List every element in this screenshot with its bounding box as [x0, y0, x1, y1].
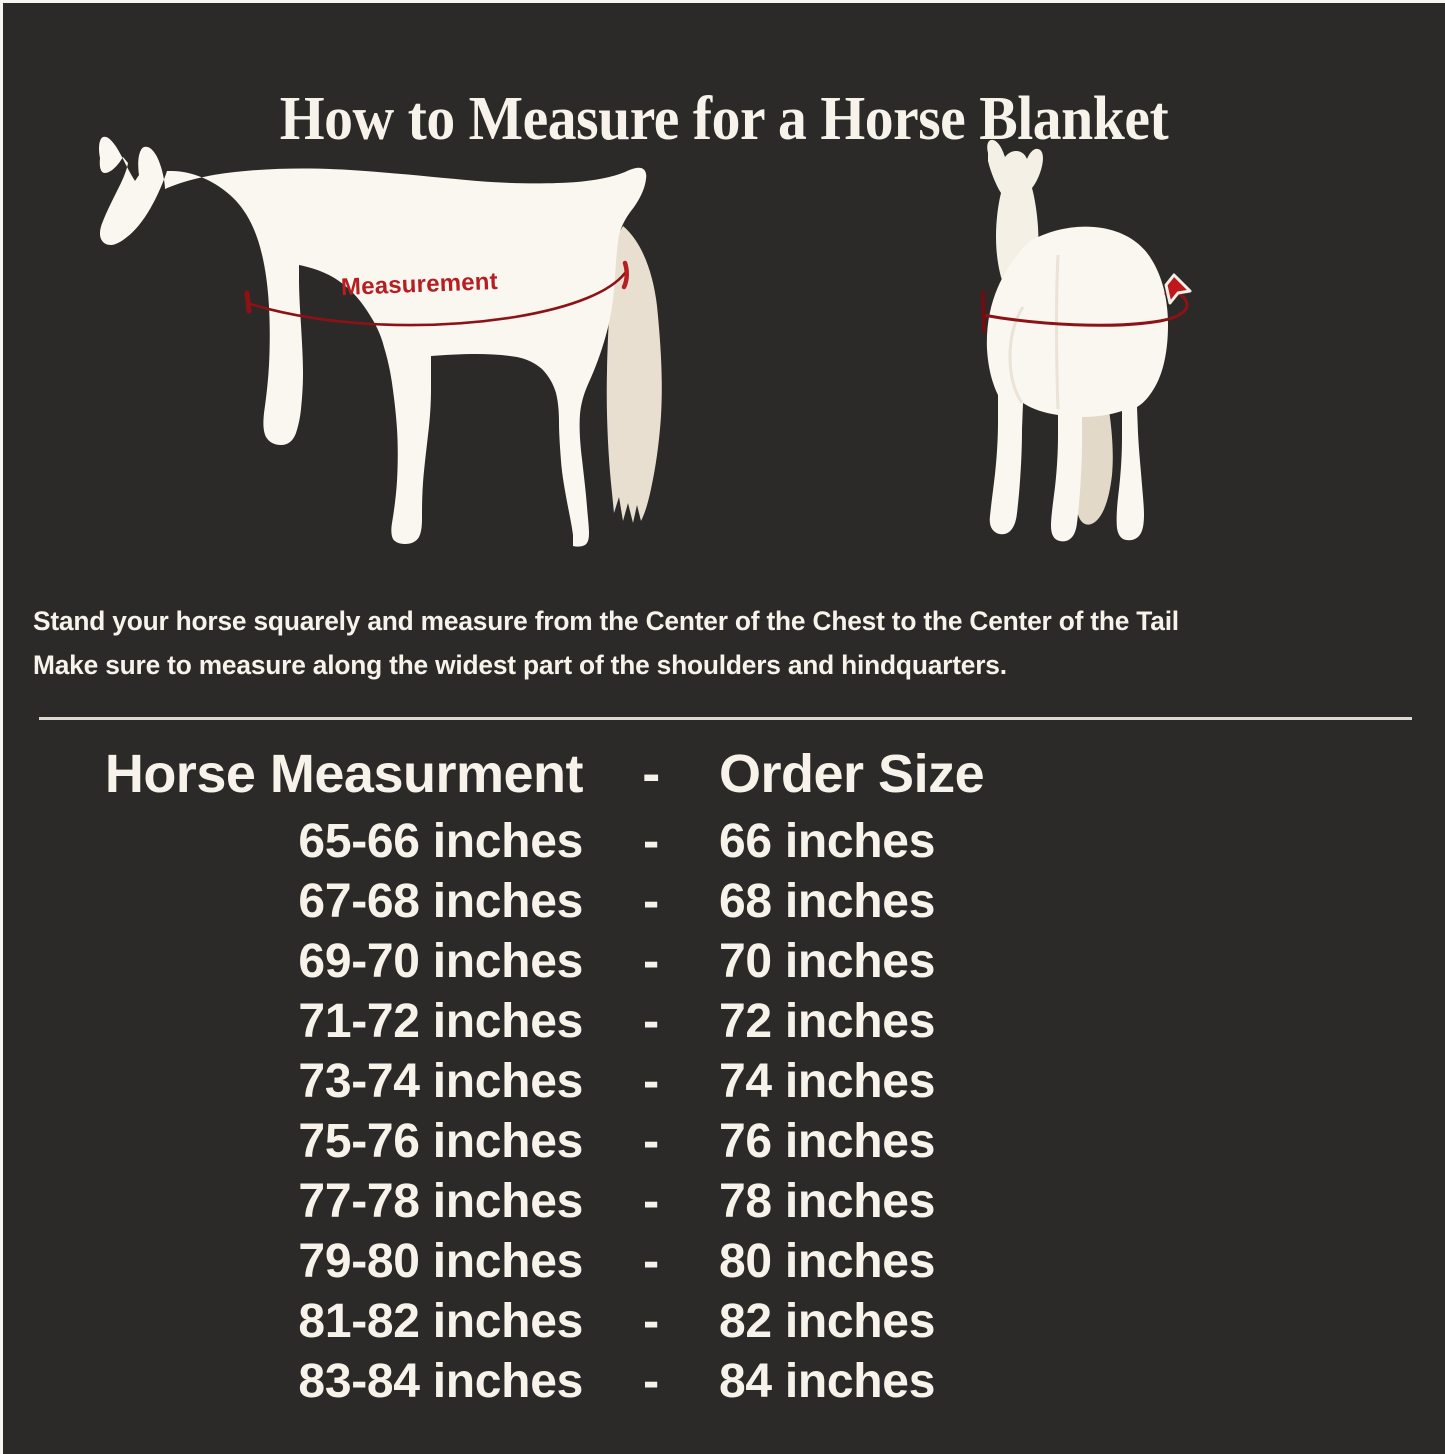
cell-horse-measurement: 79-80 inches — [298, 1235, 583, 1288]
cell-separator: - — [643, 815, 659, 868]
cell-order-size: 78 inches — [719, 1175, 936, 1228]
cell-horse-measurement: 65-66 inches — [298, 815, 583, 868]
measurement-line — [245, 271, 627, 327]
table-row: 65-66 inches - 66 inches — [3, 812, 1445, 872]
cell-separator: - — [643, 995, 659, 1048]
header-separator: - — [642, 744, 660, 804]
horse-side-view — [65, 131, 755, 581]
cell-horse-measurement: 75-76 inches — [298, 1115, 583, 1168]
measurement-line-rear — [981, 291, 1189, 327]
cell-order-size: 66 inches — [719, 815, 936, 868]
header-order-size: Order Size — [719, 744, 985, 804]
cell-order-size: 76 inches — [719, 1115, 936, 1168]
cell-separator: - — [643, 1235, 659, 1288]
cell-order-size: 80 inches — [719, 1235, 936, 1288]
cell-order-size: 84 inches — [719, 1355, 936, 1408]
measurement-arrowhead — [1164, 273, 1192, 305]
horse-rear-view — [938, 135, 1228, 580]
cell-horse-measurement: 83-84 inches — [298, 1355, 583, 1408]
measurement-end-tick — [621, 260, 629, 290]
table-row: 73-74 inches - 74 inches — [3, 1052, 1445, 1112]
measurement-start-tick-rear — [981, 291, 986, 333]
cell-separator: - — [643, 875, 659, 928]
section-divider — [39, 717, 1412, 720]
illustration-area: Measurement — [3, 131, 1445, 586]
size-chart-table: Horse Measurment - Order Size 65-66 inch… — [3, 736, 1445, 1412]
cell-separator: - — [643, 1175, 659, 1228]
measurement-label: Measurement — [340, 267, 499, 301]
cell-separator: - — [643, 935, 659, 988]
table-rows-container: 65-66 inches - 66 inches 67-68 inches - 68 in… — [3, 812, 1445, 1412]
cell-horse-measurement: 67-68 inches — [298, 875, 583, 928]
table-row: 67-68 inches - 68 inches — [3, 872, 1445, 932]
table-row: 81-82 inches - 82 inches — [3, 1292, 1445, 1352]
cell-horse-measurement: 73-74 inches — [298, 1055, 583, 1108]
cell-separator: - — [643, 1055, 659, 1108]
cell-order-size: 82 inches — [719, 1295, 936, 1348]
table-row: 83-84 inches - 84 inches — [3, 1352, 1445, 1412]
instructions-line-2: Make sure to measure along the widest pa… — [33, 650, 1007, 680]
table-header-row: Horse Measurment - Order Size — [3, 736, 1445, 812]
page-title: How to Measure for a Horse Blanket — [279, 84, 1169, 153]
cell-order-size: 72 inches — [719, 995, 936, 1048]
cell-separator: - — [643, 1115, 659, 1168]
table-row: 79-80 inches - 80 inches — [3, 1232, 1445, 1292]
cell-separator: - — [643, 1355, 659, 1408]
cell-order-size: 74 inches — [719, 1055, 936, 1108]
table-row: 75-76 inches - 76 inches — [3, 1112, 1445, 1172]
cell-horse-measurement: 71-72 inches — [298, 995, 583, 1048]
cell-horse-measurement: 69-70 inches — [298, 935, 583, 988]
instructions-paragraph: Stand your horse squarely and measure fr… — [33, 599, 1388, 687]
table-row: 69-70 inches - 70 inches — [3, 932, 1445, 992]
measurement-start-tick — [244, 290, 252, 314]
horse-side-tail — [606, 226, 662, 523]
horse-rear-body — [986, 226, 1168, 542]
cell-order-size: 68 inches — [719, 875, 936, 928]
cell-horse-measurement: 81-82 inches — [298, 1295, 583, 1348]
cell-order-size: 70 inches — [719, 935, 936, 988]
table-row: 77-78 inches - 78 inches — [3, 1172, 1445, 1232]
cell-horse-measurement: 77-78 inches — [298, 1175, 583, 1228]
instructions-line-1: Stand your horse squarely and measure fr… — [33, 606, 1179, 636]
table-row: 71-72 inches - 72 inches — [3, 992, 1445, 1052]
cell-separator: - — [643, 1295, 659, 1348]
header-measurement: Horse Measurment — [104, 744, 584, 804]
horse-side-body — [99, 136, 647, 547]
